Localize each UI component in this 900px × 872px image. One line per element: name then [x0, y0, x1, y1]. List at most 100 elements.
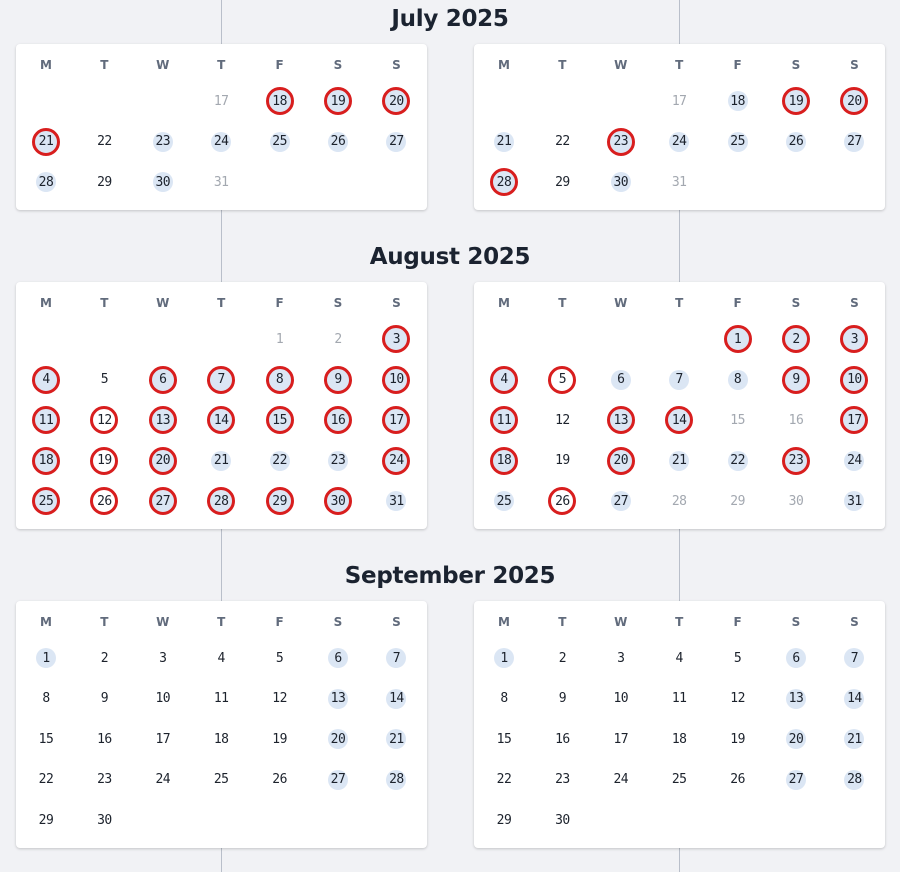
day-cell[interactable]: 22: [97, 134, 112, 149]
day-cell[interactable]: 24: [155, 772, 171, 787]
day-cell[interactable]: 9: [100, 691, 109, 706]
day-cell-circled[interactable]: 4: [32, 365, 60, 394]
day-cell[interactable]: 4: [675, 650, 684, 666]
day-cell[interactable]: 23: [328, 450, 348, 471]
day-cell-muted[interactable]: 15: [730, 412, 745, 428]
day-cell[interactable]: 20: [786, 729, 806, 749]
day-cell[interactable]: 1: [36, 648, 56, 668]
day-cell[interactable]: 2: [558, 650, 567, 666]
day-cell[interactable]: 27: [386, 131, 407, 152]
day-cell-circled[interactable]: 29: [265, 487, 294, 515]
day-cell[interactable]: 25: [727, 131, 748, 152]
day-cell[interactable]: 21: [669, 450, 690, 471]
day-cell[interactable]: 10: [155, 691, 171, 706]
day-cell-circled[interactable]: 14: [207, 406, 236, 434]
day-cell[interactable]: 30: [555, 812, 570, 828]
day-cell-circled[interactable]: 25: [32, 487, 60, 515]
day-cell-circled[interactable]: 10: [840, 365, 869, 394]
day-cell[interactable]: 6: [610, 369, 631, 390]
day-cell-circled[interactable]: 4: [490, 365, 518, 394]
day-cell[interactable]: 21: [494, 131, 514, 152]
day-cell[interactable]: 1: [494, 648, 514, 668]
day-cell-muted[interactable]: 28: [671, 493, 687, 509]
day-cell-circled[interactable]: 20: [148, 446, 177, 475]
day-cell-circled[interactable]: 16: [324, 406, 352, 434]
day-cell[interactable]: 25: [671, 772, 687, 787]
day-cell-circled[interactable]: 30: [324, 487, 352, 515]
day-cell[interactable]: 30: [152, 172, 173, 192]
day-cell[interactable]: 10: [613, 691, 629, 706]
day-cell[interactable]: 30: [97, 812, 112, 828]
day-cell[interactable]: 11: [213, 691, 229, 706]
day-cell[interactable]: 8: [727, 369, 748, 390]
day-cell-circled[interactable]: 26: [548, 487, 577, 515]
day-cell[interactable]: 30: [610, 172, 631, 192]
day-cell[interactable]: 18: [727, 91, 748, 111]
day-cell[interactable]: 29: [555, 174, 570, 190]
day-cell-circled[interactable]: 24: [382, 446, 411, 475]
day-cell[interactable]: 5: [100, 372, 109, 387]
day-cell[interactable]: 12: [730, 691, 745, 706]
day-cell-circled[interactable]: 20: [840, 87, 869, 115]
day-cell-circled[interactable]: 23: [782, 446, 810, 475]
day-cell[interactable]: 27: [786, 769, 806, 790]
day-cell-circled[interactable]: 5: [548, 365, 577, 394]
day-cell[interactable]: 8: [500, 691, 508, 706]
day-cell[interactable]: 7: [844, 648, 865, 668]
day-cell[interactable]: 27: [610, 491, 631, 511]
day-cell-circled[interactable]: 19: [324, 87, 352, 115]
day-cell-circled[interactable]: 11: [32, 406, 60, 434]
day-cell-circled[interactable]: 8: [265, 365, 294, 394]
day-cell[interactable]: 17: [613, 731, 629, 747]
day-cell-circled[interactable]: 9: [782, 365, 810, 394]
day-cell[interactable]: 29: [496, 812, 512, 828]
day-cell[interactable]: 19: [730, 731, 745, 747]
day-cell-circled[interactable]: 19: [782, 87, 810, 115]
day-cell-muted[interactable]: 29: [730, 493, 745, 509]
day-cell[interactable]: 26: [328, 131, 348, 152]
day-cell-circled[interactable]: 1: [723, 325, 752, 353]
day-cell-muted[interactable]: 17: [213, 93, 229, 109]
day-cell-circled[interactable]: 10: [382, 365, 411, 394]
day-cell[interactable]: 14: [844, 688, 865, 709]
day-cell-circled[interactable]: 20: [606, 446, 635, 475]
day-cell[interactable]: 19: [272, 731, 287, 747]
day-cell[interactable]: 14: [386, 688, 407, 709]
day-cell-circled[interactable]: 9: [324, 365, 352, 394]
day-cell[interactable]: 8: [42, 691, 50, 706]
day-cell[interactable]: 26: [272, 772, 287, 787]
day-cell-circled[interactable]: 19: [90, 446, 119, 475]
day-cell-circled[interactable]: 3: [840, 325, 869, 353]
day-cell[interactable]: 5: [733, 650, 742, 666]
day-cell-circled[interactable]: 17: [382, 406, 411, 434]
day-cell[interactable]: 21: [844, 729, 865, 749]
day-cell[interactable]: 16: [555, 731, 570, 747]
day-cell[interactable]: 29: [97, 174, 112, 190]
day-cell[interactable]: 22: [38, 772, 54, 787]
day-cell[interactable]: 5: [275, 650, 284, 666]
day-cell[interactable]: 15: [496, 731, 512, 747]
day-cell[interactable]: 2: [100, 650, 109, 666]
day-cell[interactable]: 31: [386, 491, 407, 511]
day-cell-circled[interactable]: 14: [665, 406, 694, 434]
day-cell-circled[interactable]: 23: [606, 127, 635, 156]
day-cell[interactable]: 25: [494, 491, 514, 511]
day-cell[interactable]: 26: [786, 131, 806, 152]
day-cell[interactable]: 23: [152, 131, 173, 152]
day-cell-circled[interactable]: 7: [207, 365, 236, 394]
day-cell-muted[interactable]: 30: [788, 493, 804, 509]
day-cell[interactable]: 13: [786, 688, 806, 709]
day-cell-muted[interactable]: 2: [334, 331, 342, 347]
day-cell[interactable]: 21: [386, 729, 407, 749]
day-cell[interactable]: 23: [555, 772, 570, 787]
day-cell-muted[interactable]: 17: [671, 93, 687, 109]
day-cell[interactable]: 21: [211, 450, 232, 471]
day-cell[interactable]: 29: [38, 812, 54, 828]
day-cell[interactable]: 22: [496, 772, 512, 787]
day-cell-muted[interactable]: 31: [213, 174, 229, 190]
day-cell[interactable]: 24: [669, 131, 690, 152]
day-cell-muted[interactable]: 16: [788, 412, 804, 428]
day-cell-circled[interactable]: 27: [148, 487, 177, 515]
day-cell[interactable]: 7: [386, 648, 407, 668]
day-cell[interactable]: 7: [669, 369, 690, 390]
